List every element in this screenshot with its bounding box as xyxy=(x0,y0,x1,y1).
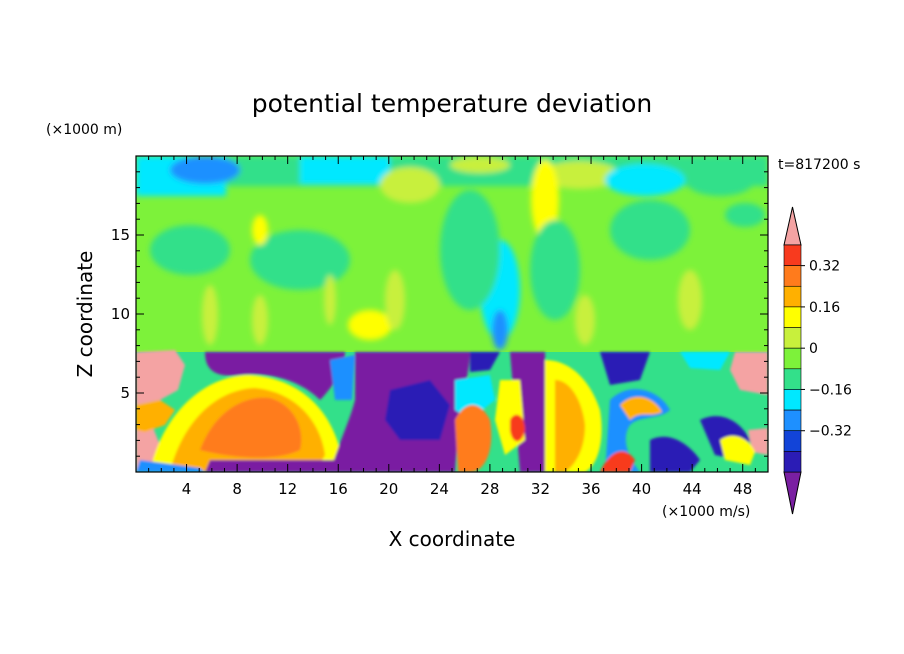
colorbar-segment xyxy=(783,430,802,452)
chart-title: potential temperature deviation xyxy=(252,89,652,118)
colorbar-segment xyxy=(783,244,802,266)
x-tick-label: 24 xyxy=(430,480,449,498)
colorbar-segment xyxy=(783,368,802,390)
x-tick-label: 16 xyxy=(329,480,348,498)
colorbar-tick-label: −0.32 xyxy=(809,424,852,440)
y-tick-label: 10 xyxy=(111,305,130,323)
x-tick-label: 32 xyxy=(531,480,550,498)
lower-layer-patterns xyxy=(136,350,768,472)
colorbar-segment xyxy=(783,306,802,328)
colorbar-segment xyxy=(783,265,802,287)
y-axis: 5 10 15 xyxy=(111,171,768,457)
colorbar: 0.32 0.16 0 −0.16 −0.32 xyxy=(783,206,852,515)
x-tick-label: 40 xyxy=(632,480,651,498)
x-tick-label: 28 xyxy=(480,480,499,498)
x-unit-label: (×1000 m/s) xyxy=(662,504,750,520)
colorbar-segment xyxy=(783,451,802,473)
colorbar-segment xyxy=(783,347,802,370)
colorbar-segment xyxy=(783,327,802,349)
colorbar-segment xyxy=(783,409,802,432)
colorbar-extend-bottom xyxy=(783,471,802,515)
upper-layer-patterns xyxy=(136,156,768,350)
x-tick-label: 8 xyxy=(232,480,242,498)
x-tick-label: 20 xyxy=(379,480,398,498)
y-tick-label: 15 xyxy=(111,226,130,244)
y-tick-label: 5 xyxy=(120,384,130,402)
x-tick-label: 12 xyxy=(278,480,297,498)
colorbar-tick-label: 0 xyxy=(809,341,818,357)
x-axis-label: X coordinate xyxy=(389,527,516,551)
x-axis: 4 8 12 16 20 24 28 32 36 40 44 48 xyxy=(148,156,756,498)
colorbar-tick-label: −0.16 xyxy=(809,382,852,398)
colorbar-segment xyxy=(783,389,802,411)
y-unit-label: (×1000 m) xyxy=(46,122,122,138)
y-axis-label: Z coordinate xyxy=(73,251,97,378)
colorbar-tick-label: 0.32 xyxy=(809,259,840,275)
x-tick-label: 36 xyxy=(581,480,600,498)
colorbar-extend-top xyxy=(783,206,802,246)
colorbar-tick-label: 0.16 xyxy=(809,300,840,316)
colorbar-segment xyxy=(783,285,802,308)
heatmap-plot xyxy=(136,156,768,472)
time-label: t=817200 s xyxy=(778,157,860,173)
x-tick-label: 44 xyxy=(683,480,702,498)
x-tick-label: 48 xyxy=(733,480,752,498)
x-tick-label: 4 xyxy=(182,480,192,498)
